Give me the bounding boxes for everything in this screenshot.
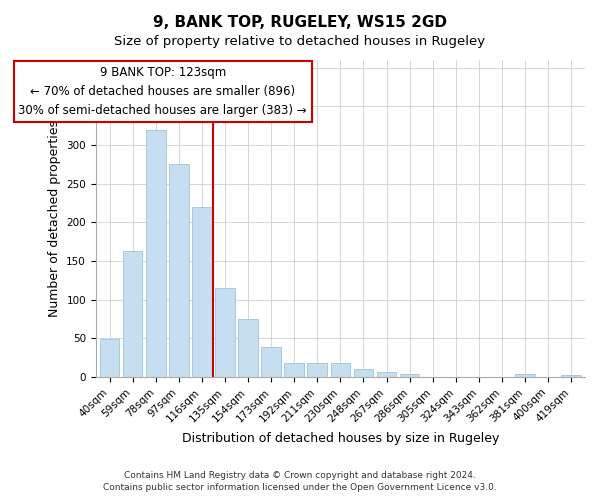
Bar: [400, 374, 419, 377]
Text: Size of property relative to detached houses in Rugeley: Size of property relative to detached ho…: [115, 35, 485, 48]
Bar: [353, 370, 373, 377]
Bar: [331, 363, 350, 377]
Bar: [215, 288, 235, 377]
Y-axis label: Number of detached properties: Number of detached properties: [47, 120, 61, 317]
Bar: [169, 164, 188, 377]
Bar: [307, 363, 327, 377]
Bar: [284, 363, 304, 377]
Bar: [262, 347, 281, 377]
Text: Contains HM Land Registry data © Crown copyright and database right 2024.
Contai: Contains HM Land Registry data © Crown c…: [103, 471, 497, 492]
X-axis label: Distribution of detached houses by size in Rugeley: Distribution of detached houses by size …: [182, 432, 499, 445]
Bar: [192, 207, 212, 377]
Text: 9, BANK TOP, RUGELEY, WS15 2GD: 9, BANK TOP, RUGELEY, WS15 2GD: [153, 15, 447, 30]
Bar: [146, 130, 166, 377]
Bar: [238, 319, 258, 377]
Bar: [377, 372, 397, 377]
Bar: [123, 251, 142, 377]
Bar: [562, 375, 581, 377]
Bar: [515, 374, 535, 377]
Bar: [100, 339, 119, 377]
Text: 9 BANK TOP: 123sqm
← 70% of detached houses are smaller (896)
30% of semi-detach: 9 BANK TOP: 123sqm ← 70% of detached hou…: [19, 66, 307, 117]
